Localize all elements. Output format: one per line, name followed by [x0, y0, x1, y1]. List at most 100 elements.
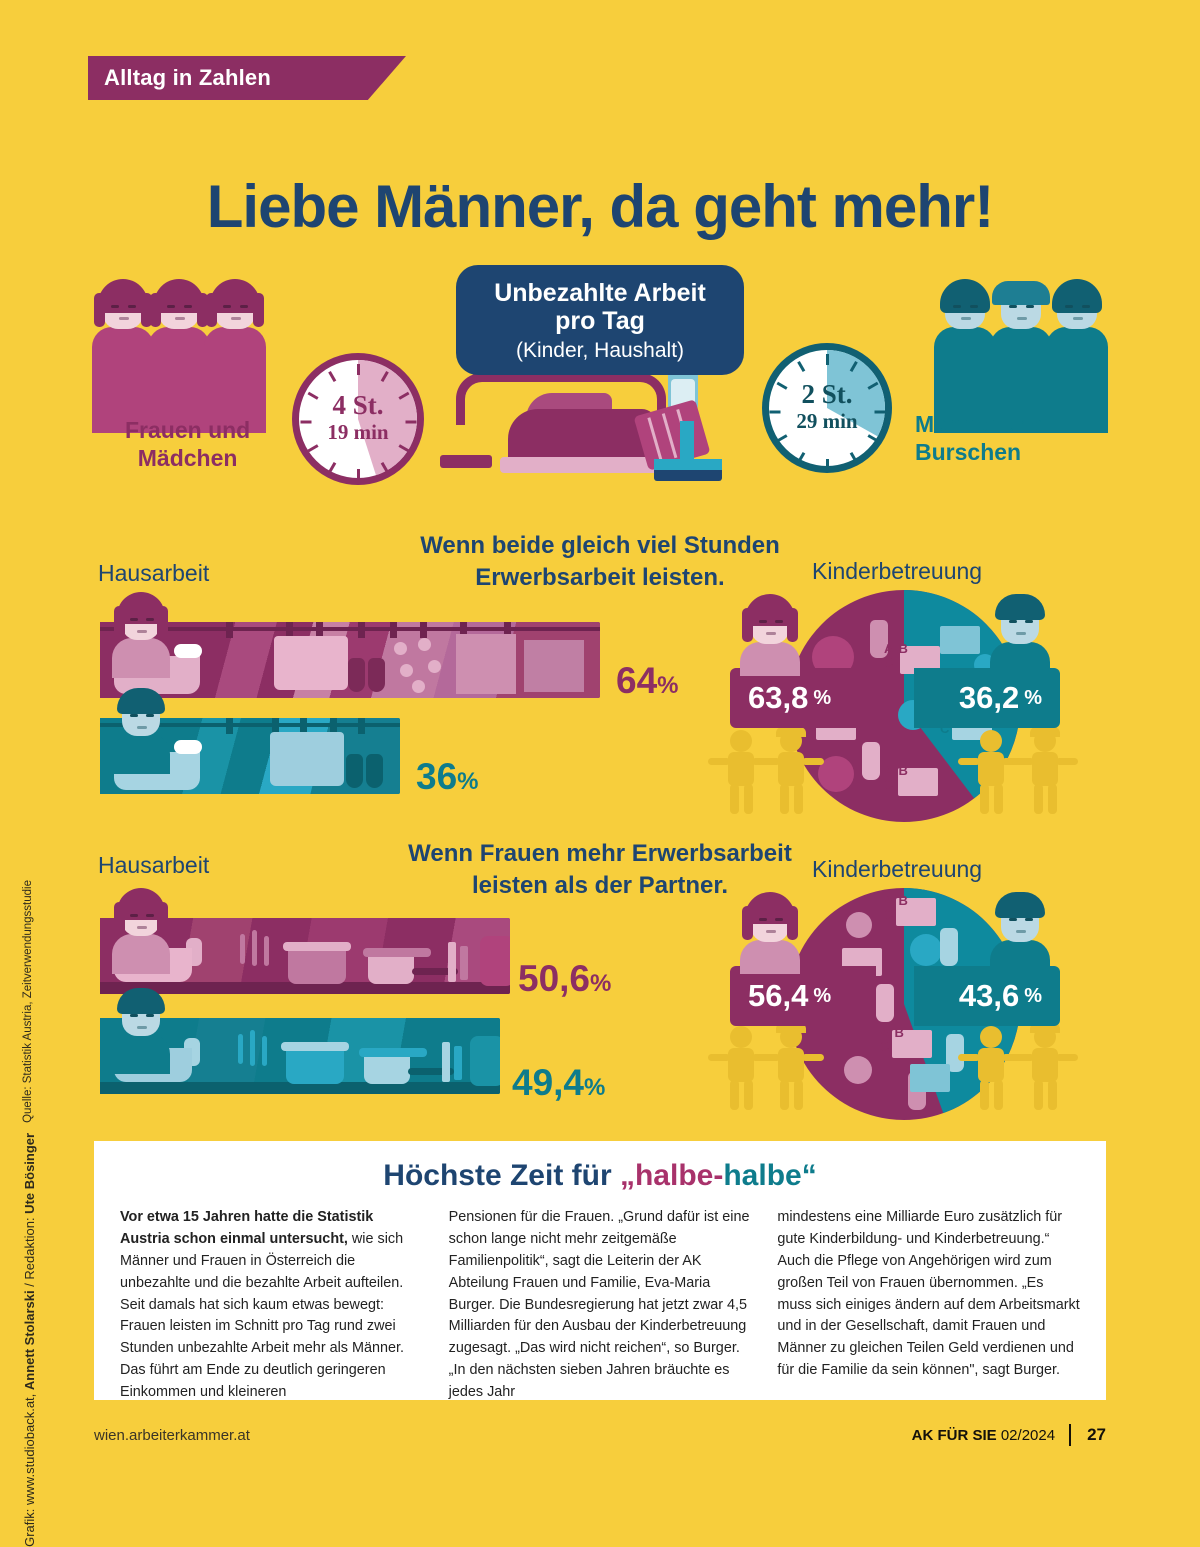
clock-hours-women: 4 St. — [332, 390, 384, 421]
credits-designer: Annett Stolarski — [22, 1290, 37, 1391]
credits-editorial-prefix: / Redaktion: — [22, 1213, 37, 1291]
women-group-illustration — [92, 279, 266, 433]
credits-line-1: Grafik: www.studioback.at, Annett Stolar… — [22, 1133, 37, 1547]
vacuum-base — [500, 457, 666, 473]
pie-value-women-2: 56,4 — [748, 978, 809, 1013]
bar-value-women-1: 64 — [616, 660, 658, 701]
pie-unit-women-1: % — [813, 686, 832, 709]
women-label-line2: Mädchen — [137, 444, 238, 471]
bar-unit-women-2: % — [590, 970, 612, 997]
pie-value-women-1: 63,8 — [748, 680, 809, 715]
bar-avatar-women-1 — [112, 592, 170, 678]
article-column-3: mindestens eine Milliarde Euro zusätzlic… — [777, 1209, 1080, 1379]
section2-heading-line1: Wenn Frauen mehr Erwerbsarbeit — [408, 840, 792, 867]
men-label-line1: Männer und — [915, 411, 1046, 437]
pie-value-men-2: 43,6 — [958, 978, 1020, 1013]
clock-tick-marks — [299, 360, 417, 480]
credits-sidebar: Grafik: www.studioback.at, Annett Stolar… — [22, 880, 37, 1547]
clock-minutes-women: 19 min — [327, 420, 389, 445]
footer-divider — [1069, 1424, 1072, 1446]
footer-url[interactable]: wien.arbeiterkammer.at — [94, 1426, 250, 1444]
page-title: Liebe Männer, da geht mehr! — [206, 173, 995, 240]
broom-head-icon — [654, 459, 722, 481]
unpaid-work-bubble: Unbezahlte Arbeit pro Tag (Kinder, Haush… — [456, 265, 744, 375]
women-group-label: Frauen und Mädchen — [125, 417, 250, 472]
bar-avatar-women-2 — [112, 888, 170, 974]
hero-section: Unbezahlte Arbeit pro Tag (Kinder, Haush… — [0, 265, 1200, 500]
bar-unit-men-2: % — [584, 1074, 606, 1101]
bar-unit-men-1: % — [457, 768, 479, 795]
clock-tick-marks — [769, 350, 885, 470]
man-figure — [1046, 279, 1108, 433]
woman-figure — [148, 279, 210, 433]
pie-label-men-2: 43,6% — [914, 966, 1060, 1026]
bar-value-women-2: 50,6 — [518, 958, 591, 999]
bar-value-men-1: 36 — [416, 756, 458, 797]
vacuum-hose-icon — [456, 373, 666, 425]
pie-avatar-men-1 — [990, 594, 1050, 676]
pie-avatar-women-1 — [740, 594, 800, 676]
footer-issue: 02/2024 — [1000, 1426, 1056, 1444]
article-heading-quote-open: „ — [619, 1159, 635, 1192]
article-box: Höchste Zeit für „halbe-halbe“ Vor etwa … — [94, 1141, 1106, 1400]
section2-right-label: Kinderbetreuung — [812, 856, 983, 882]
credits-graphic-prefix: Grafik: www.studioback.at, — [22, 1390, 37, 1547]
pie-label-men-1: 36,2% — [914, 668, 1060, 728]
section1-right-label: Kinderbetreuung — [812, 558, 983, 584]
article-heading-quote-close: “ — [801, 1159, 817, 1192]
clock-hours-men: 2 St. — [801, 379, 853, 410]
pie-avatar-men-2 — [990, 892, 1050, 974]
bar-value-men-2: 49,4 — [512, 1062, 585, 1103]
vacuum-cleaner-icon — [508, 409, 656, 465]
page-footer: wien.arbeiterkammer.at AK FÜR SIE 02/202… — [94, 1424, 1106, 1446]
men-group-label: Männer und Burschen — [915, 411, 1045, 466]
article-column-1: Vor etwa 15 Jahren hatte die Statistik A… — [120, 1207, 423, 1404]
women-label-line1: Frauen und — [125, 417, 251, 443]
bar-women-housework-1 — [100, 622, 600, 698]
bubble-line-2: pro Tag — [555, 307, 645, 335]
pie-label-women-1: 63,8% — [730, 668, 876, 728]
footer-issue-info: AK FÜR SIE 02/2024 27 — [912, 1424, 1106, 1446]
pie-chart-childcare-1: A BC A BC A BC A BC 63,8% 36,2% — [708, 590, 1078, 840]
article-lead-bold: Vor etwa 15 Jahren hatte die Statistik A… — [120, 1209, 374, 1247]
section2-heading: Wenn Frauen mehr Erwerbsarbeit leisten a… — [370, 838, 830, 903]
vacuum-nozzle-icon — [440, 455, 492, 468]
broom-handle-icon — [680, 421, 694, 463]
bar-avatar-men-1 — [112, 688, 170, 774]
section2-heading-line2: leisten als der Partner. — [471, 872, 729, 900]
clock-women: 4 St. 19 min — [292, 353, 424, 485]
footer-page-number: 27 — [1087, 1425, 1106, 1444]
woman-figure — [92, 279, 154, 433]
banner-label: Alltag in Zahlen — [104, 65, 271, 90]
household-props-illustration — [430, 330, 750, 497]
section1-heading-line2: Erwerbsarbeit leisten. — [475, 564, 725, 592]
footer-magazine: AK FÜR SIE — [911, 1426, 997, 1444]
section1-heading-line1: Wenn beide gleich viel Stunden — [420, 532, 780, 559]
woman-figure — [204, 279, 266, 433]
pie-avatar-women-2 — [740, 892, 800, 974]
pie-unit-men-2: % — [1024, 984, 1042, 1007]
bar-unit-women-1: % — [657, 672, 679, 699]
pie-label-women-2: 56,4% — [730, 966, 876, 1026]
credits-editor: Ute Bösinger — [22, 1132, 37, 1214]
children-silhouettes — [708, 1023, 1078, 1110]
article-heading-part1: Höchste Zeit für — [383, 1159, 620, 1192]
article-column-2: Pensionen für die Frauen. „Grund dafür i… — [448, 1209, 750, 1401]
bubble-line-3: (Kinder, Haushalt) — [515, 339, 685, 362]
bubble-line-1: Unbezahlte Arbeit — [494, 279, 706, 307]
pie-unit-men-1: % — [1024, 686, 1042, 709]
section-banner: Alltag in Zahlen — [88, 56, 406, 100]
section1-left-label: Hausarbeit — [98, 560, 210, 586]
pie-unit-women-2: % — [813, 984, 832, 1007]
article-column-1-text: wie sich Männer und Frauen in Österreich… — [120, 1230, 404, 1401]
men-group-illustration — [934, 279, 1108, 433]
clock-minutes-men: 29 min — [796, 409, 858, 434]
children-silhouettes — [708, 727, 1078, 814]
article-heading-part3: halbe — [723, 1159, 802, 1192]
men-label-line2: Burschen — [915, 438, 1022, 465]
section2-left-label: Hausarbeit — [98, 852, 210, 878]
man-figure-with-cap — [990, 281, 1052, 433]
article-heading-part2: halbe- — [634, 1159, 724, 1192]
clock-men: 2 St. 29 min — [762, 343, 892, 473]
